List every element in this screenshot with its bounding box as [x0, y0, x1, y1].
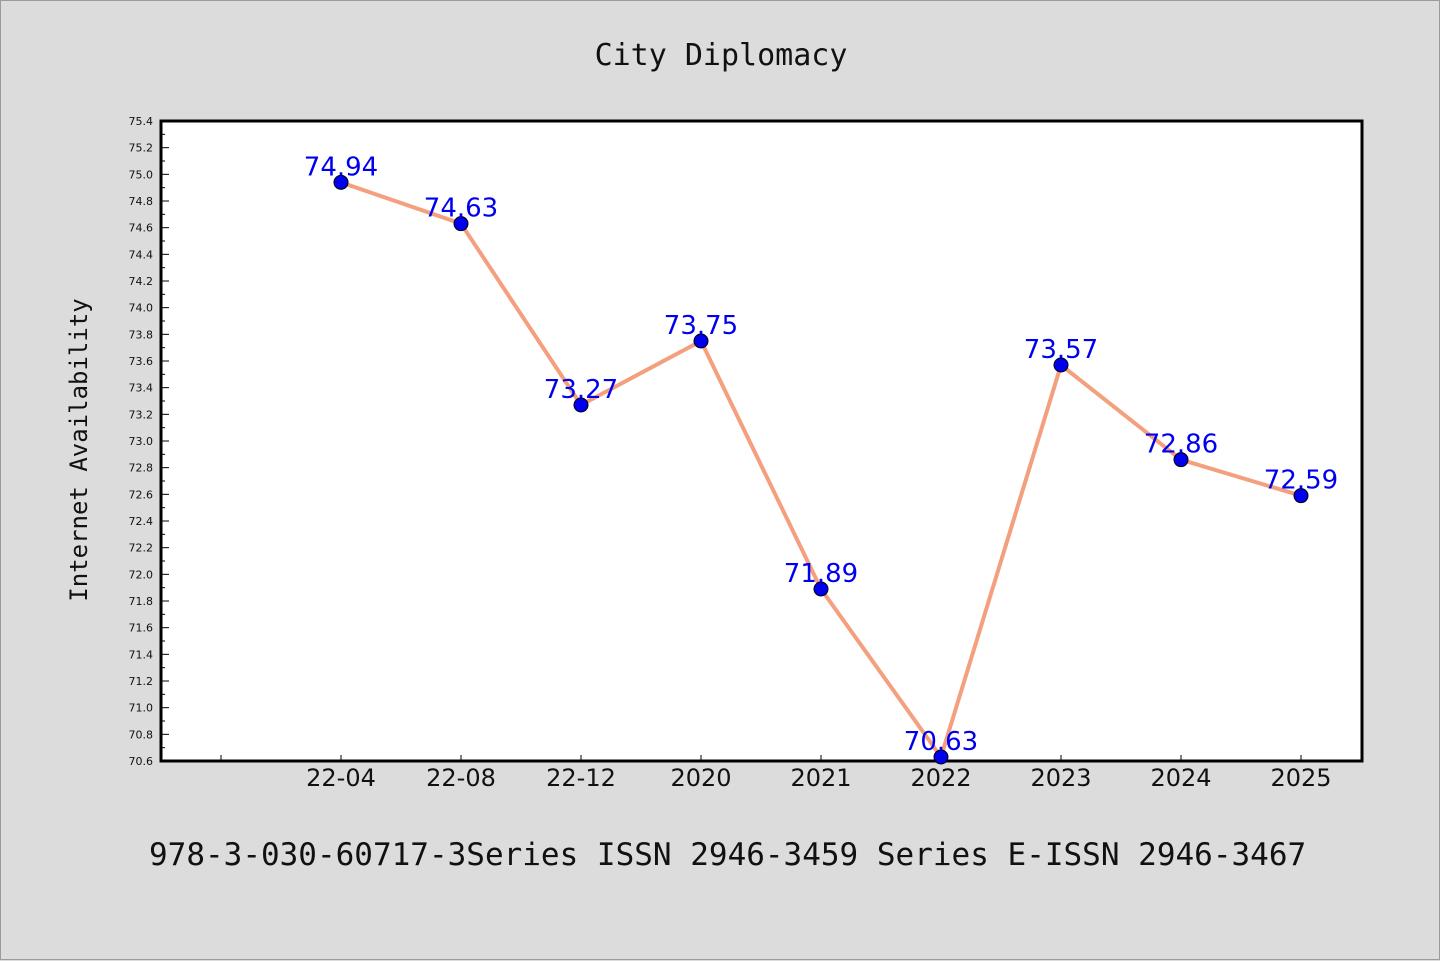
data-point [933, 749, 949, 765]
x-tick-label: 22-04 [306, 764, 376, 792]
y-tick-label: 73.8 [129, 328, 154, 341]
x-tick-label: 2024 [1150, 764, 1211, 792]
y-axis-label: Internet Availability [65, 298, 93, 601]
data-point [333, 174, 349, 190]
y-tick-label: 73.4 [129, 382, 154, 395]
y-tick-label: 71.0 [129, 702, 154, 715]
data-point [573, 397, 589, 413]
y-tick-label: 70.8 [129, 728, 154, 741]
x-tick-label: 2020 [670, 764, 731, 792]
data-points [333, 174, 1309, 765]
y-axis: 70.6 70.8 71.0 71.2 71.4 71.6 71.8 72.0 72.2 72.4… [129, 115, 169, 768]
y-tick-label: 74.0 [129, 302, 154, 315]
y-tick-label: 74.6 [129, 222, 154, 235]
x-tick-label: 2022 [910, 764, 971, 792]
y-tick-label: 73.2 [129, 408, 154, 421]
data-labels: 74.94 74.63 73.27 73.75 71.89 70.63 73.57 72.86… [304, 152, 1338, 757]
y-tick-label: 73.0 [129, 435, 154, 448]
y-tick-label: 75.0 [129, 168, 154, 181]
x-tick-label: 2023 [1030, 764, 1091, 792]
x-tick-label: 22-08 [426, 764, 496, 792]
data-point [453, 216, 469, 232]
data-point [1173, 452, 1189, 468]
y-tick-label: 73.6 [129, 355, 154, 368]
plot-area [159, 119, 1364, 763]
x-tick-label: 2021 [790, 764, 851, 792]
y-tick-label: 71.8 [129, 595, 154, 608]
data-label: 73.57 [1024, 335, 1098, 365]
data-label: 73.75 [664, 311, 738, 341]
data-label: 71.89 [784, 559, 858, 589]
footer-isbn-text: 978-3-030-60717-3Series ISSN 2946-3459 S… [149, 837, 1306, 873]
y-tick-label: 72.4 [129, 515, 154, 528]
data-point [1053, 357, 1069, 373]
y-tick-label: 71.2 [129, 675, 154, 688]
x-axis: 22-04 22-08 22-12 2020 2021 2022 2023 2024 2025 [220, 755, 1332, 792]
chart-title: City Diplomacy [595, 38, 848, 73]
data-label: 74.63 [424, 194, 498, 224]
y-tick-label: 70.6 [129, 755, 154, 768]
x-tick-label: 22-12 [546, 764, 616, 792]
data-point [813, 581, 829, 597]
y-tick-label: 71.6 [129, 622, 154, 635]
data-label: 74.94 [304, 152, 378, 182]
data-point [693, 333, 709, 349]
y-tick-label: 72.8 [129, 462, 154, 475]
y-tick-label: 74.2 [129, 275, 154, 288]
y-tick-label: 74.4 [129, 248, 154, 261]
y-tick-label: 72.0 [129, 568, 154, 581]
y-tick-label: 71.4 [129, 648, 154, 661]
y-tick-label: 75.2 [129, 142, 154, 155]
y-tick-label: 72.2 [129, 542, 154, 555]
y-tick-label: 72.6 [129, 488, 154, 501]
y-tick-label: 74.8 [129, 195, 154, 208]
data-label: 72.59 [1264, 466, 1338, 496]
x-tick-label: 2025 [1270, 764, 1331, 792]
data-label: 72.86 [1144, 430, 1218, 460]
data-point [1293, 488, 1309, 504]
data-label: 70.63 [904, 727, 978, 757]
y-tick-label: 75.4 [129, 115, 154, 128]
data-label: 73.27 [544, 375, 618, 405]
